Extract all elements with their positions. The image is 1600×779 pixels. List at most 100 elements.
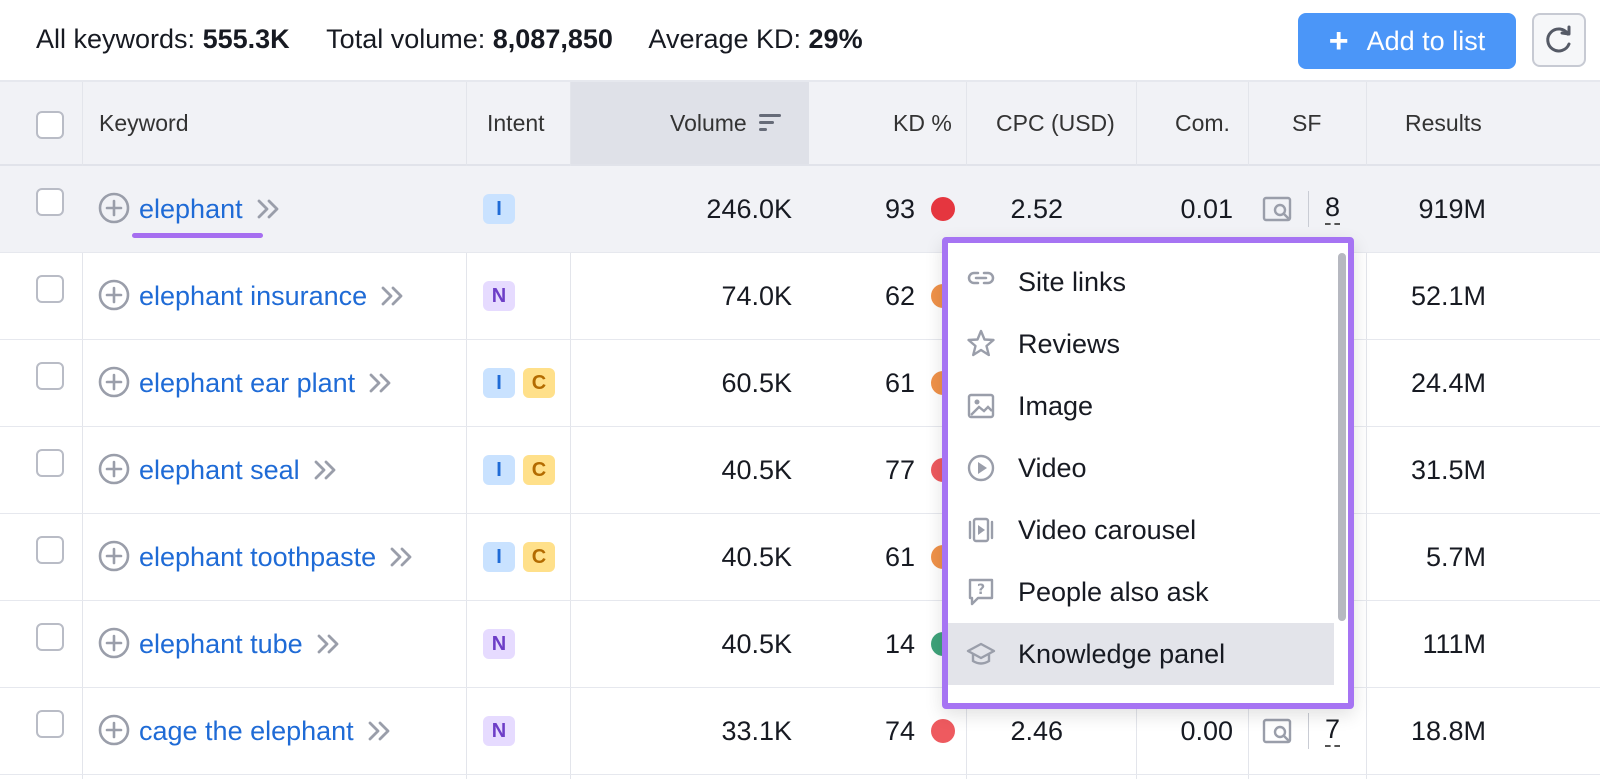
dropdown-scrollbar[interactable] xyxy=(1338,253,1346,621)
keyword-overview-icon[interactable] xyxy=(366,720,394,742)
row-checkbox[interactable] xyxy=(36,188,64,216)
serp-feature-label: Reviews xyxy=(1018,328,1121,359)
add-to-list-button[interactable]: + Add to list xyxy=(1298,13,1516,69)
results-value: 919M xyxy=(1418,193,1486,224)
keyword-link[interactable]: elephant insurance xyxy=(139,280,368,311)
column-volume[interactable]: Volume xyxy=(670,82,783,164)
keyword-cell: elephant toothpaste xyxy=(139,514,416,600)
results-value: 52.1M xyxy=(1410,280,1486,311)
column-cpc[interactable]: CPC (USD) xyxy=(996,109,1115,136)
add-keyword-icon[interactable] xyxy=(98,714,130,746)
column-competition[interactable]: Com. xyxy=(1175,109,1230,136)
keyword-overview-icon[interactable] xyxy=(379,285,407,307)
table-row[interactable]: elephant I 246.0K 93 2.52 0.01 8 919M xyxy=(0,166,1600,253)
volume-value: 40.5K xyxy=(721,454,792,485)
serp-features-cell[interactable]: 8 xyxy=(1262,166,1341,252)
kd-cell: 14 xyxy=(860,601,955,687)
column-kd[interactable]: KD % xyxy=(893,109,952,136)
keyword-overview-icon[interactable] xyxy=(315,633,343,655)
column-intent[interactable]: Intent xyxy=(487,109,545,136)
keyword-link[interactable]: cage the elephant xyxy=(139,715,354,746)
kd-cell: 61 xyxy=(860,340,955,426)
add-keyword-icon[interactable] xyxy=(98,279,130,311)
serp-features-cell[interactable]: 7 xyxy=(1262,688,1341,774)
row-checkbox[interactable] xyxy=(36,362,64,390)
keyword-link[interactable]: elephant tube xyxy=(139,628,303,659)
serp-feature-option[interactable]: ? People also ask xyxy=(948,561,1334,623)
table-row[interactable]: elephant tube N 40.5K 14 111M xyxy=(0,601,1600,688)
column-serp-features[interactable]: SF xyxy=(1292,109,1322,136)
keyword-link[interactable]: elephant toothpaste xyxy=(139,541,377,572)
add-keyword-icon[interactable] xyxy=(98,627,130,659)
keyword-overview-icon[interactable] xyxy=(255,198,283,220)
keyword-cell: elephant seal xyxy=(139,427,340,513)
intent-badge: C xyxy=(523,455,555,485)
keyword-underline-highlight xyxy=(132,233,263,238)
serp-feature-option[interactable]: Reviews xyxy=(948,313,1334,375)
kd-value: 61 xyxy=(884,367,915,398)
star-icon xyxy=(964,327,998,361)
column-keyword[interactable]: Keyword xyxy=(99,109,189,136)
table-row[interactable]: elephant insurance N 74.0K 62 52.1M xyxy=(0,253,1600,340)
serp-feature-count[interactable]: 8 xyxy=(1325,193,1341,225)
serp-feature-option[interactable]: Video carousel xyxy=(948,499,1334,561)
volume-value: 246.0K xyxy=(706,193,792,224)
all-keywords-label: All keywords: xyxy=(36,24,196,54)
row-checkbox[interactable] xyxy=(36,275,64,303)
row-checkbox[interactable] xyxy=(36,710,64,738)
kd-cell: 74 xyxy=(860,688,955,774)
keyword-cell: elephant tube xyxy=(139,601,343,687)
average-kd-label: Average KD: xyxy=(648,24,802,54)
select-all-checkbox[interactable] xyxy=(36,111,64,139)
add-to-list-label: Add to list xyxy=(1366,25,1486,56)
table-row[interactable]: cage the elephant N 33.1K 74 2.46 0.00 7… xyxy=(0,688,1600,775)
keyword-cell: elephant xyxy=(139,166,283,252)
serp-feature-label: Video carousel xyxy=(1018,514,1197,545)
serp-feature-count[interactable]: 7 xyxy=(1325,715,1341,747)
refresh-icon xyxy=(1546,25,1571,53)
keyword-overview-icon[interactable] xyxy=(312,459,340,481)
total-volume-value: 8,087,850 xyxy=(492,24,613,54)
intent-cell: I xyxy=(483,166,515,252)
column-results[interactable]: Results xyxy=(1405,109,1482,136)
refresh-button[interactable] xyxy=(1532,13,1586,67)
serp-feature-option[interactable]: Knowledge panel xyxy=(948,623,1334,685)
keyword-cell: elephant insurance xyxy=(139,253,407,339)
graduation-cap-icon xyxy=(964,637,998,671)
results-value: 111M xyxy=(1422,628,1486,659)
kd-value: 77 xyxy=(884,454,915,485)
keyword-link[interactable]: elephant xyxy=(139,193,243,224)
keyword-link[interactable]: elephant ear plant xyxy=(139,367,356,398)
intent-badge: C xyxy=(523,542,555,572)
intent-badge: C xyxy=(523,368,555,398)
serp-features-dropdown[interactable]: Site links Reviews Image Video Video car… xyxy=(942,237,1354,709)
add-keyword-icon[interactable] xyxy=(98,192,130,224)
serp-feature-option[interactable]: Video xyxy=(948,437,1334,499)
serp-search-icon xyxy=(1262,196,1292,222)
serp-feature-option[interactable]: Site links xyxy=(948,251,1334,313)
add-keyword-icon[interactable] xyxy=(98,366,130,398)
keyword-cell: elephant ear plant xyxy=(139,340,395,426)
average-kd-value: 29% xyxy=(808,24,863,54)
row-checkbox[interactable] xyxy=(36,449,64,477)
row-checkbox[interactable] xyxy=(36,623,64,651)
keyword-overview-icon[interactable] xyxy=(367,372,395,394)
intent-badge: I xyxy=(483,455,515,485)
kd-value: 62 xyxy=(884,280,915,311)
total-volume-label: Total volume: xyxy=(326,24,486,54)
keyword-overview-icon[interactable] xyxy=(388,546,416,568)
play-icon xyxy=(964,451,998,485)
keyword-link[interactable]: elephant seal xyxy=(139,454,300,485)
competition-value: 0.01 xyxy=(1180,193,1233,224)
volume-value: 40.5K xyxy=(721,541,792,572)
add-keyword-icon[interactable] xyxy=(98,540,130,572)
add-keyword-icon[interactable] xyxy=(98,453,130,485)
serp-feature-option[interactable]: Image xyxy=(948,375,1334,437)
row-checkbox[interactable] xyxy=(36,536,64,564)
